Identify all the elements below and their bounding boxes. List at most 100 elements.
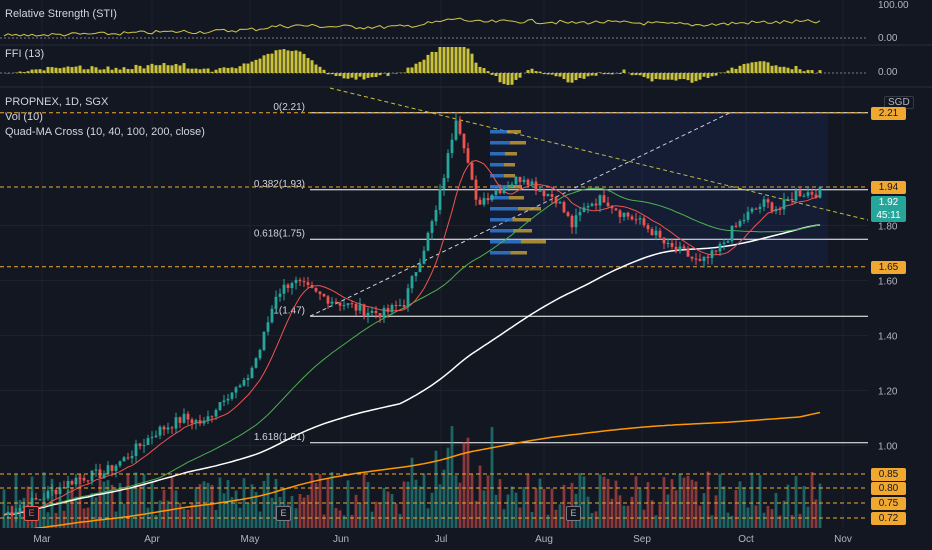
axes: 1.00 1.20 1.40 1.60 1.80 Mar Apr May Jun Jul Aug Se… xyxy=(0,88,932,550)
price-level-tag: 1.65 xyxy=(871,260,906,274)
ffi-bar xyxy=(290,51,294,73)
volume-bar xyxy=(618,495,622,528)
candle-body xyxy=(670,243,674,247)
volume-bar xyxy=(810,471,814,528)
candle-body xyxy=(490,194,494,201)
ffi-bar xyxy=(766,62,770,73)
ffi-bar xyxy=(714,73,718,76)
candle-body xyxy=(174,417,178,429)
ffi-bar xyxy=(118,69,122,73)
volume-bar xyxy=(578,473,582,528)
volume-bar xyxy=(546,514,550,528)
ffi-bar xyxy=(282,49,286,73)
volume-bar xyxy=(374,501,378,528)
volume-bar xyxy=(730,515,734,528)
ffi-bar xyxy=(138,65,142,73)
candle-body xyxy=(398,305,402,307)
ffi-bar xyxy=(682,73,686,80)
candle-body xyxy=(442,178,446,190)
ffi-bar xyxy=(578,73,582,79)
candle-body xyxy=(614,208,618,211)
earnings-marker[interactable]: E xyxy=(24,506,39,521)
ffi-bar xyxy=(350,73,354,78)
candle-body xyxy=(218,402,222,411)
ffi-bar xyxy=(510,73,514,85)
candle-body xyxy=(766,199,770,203)
candle-body xyxy=(582,207,586,213)
candle-body xyxy=(382,308,386,318)
candle-body xyxy=(314,287,318,292)
volume-bar xyxy=(586,496,590,528)
rsi-line xyxy=(3,17,821,37)
candle-body xyxy=(618,210,622,217)
candle-body xyxy=(258,349,262,359)
ffi-bar xyxy=(458,47,462,73)
volume-bar xyxy=(602,476,606,528)
earnings-marker[interactable]: E xyxy=(276,506,291,521)
candle-body xyxy=(46,490,50,499)
candle-body xyxy=(574,215,578,228)
volume-bar xyxy=(258,511,262,528)
volume-bar xyxy=(206,482,210,528)
volume-bar xyxy=(178,502,182,528)
ffi-bar xyxy=(102,69,106,73)
fib-level-label: 1.618(1.01) xyxy=(254,432,305,443)
volume-bar xyxy=(98,479,102,528)
candle-body xyxy=(662,237,666,244)
volume-profile-bar xyxy=(513,229,532,233)
ffi-bar xyxy=(82,69,86,73)
volume-bar xyxy=(222,493,226,528)
candle-body xyxy=(450,139,454,154)
volume-bar xyxy=(350,514,354,528)
candle-body xyxy=(402,305,406,307)
volume-bar xyxy=(762,512,766,528)
earnings-marker[interactable]: E xyxy=(566,506,581,521)
candle-body xyxy=(90,470,94,482)
candle-body xyxy=(374,310,378,314)
ffi-bar xyxy=(114,67,118,73)
volume-bar xyxy=(402,481,406,528)
volume-bar xyxy=(806,506,810,528)
volume-bar xyxy=(614,480,618,528)
candle-body xyxy=(562,202,566,213)
candle-body xyxy=(642,218,646,226)
volume-bar xyxy=(690,479,694,528)
ffi-bar xyxy=(778,66,782,73)
candle-body xyxy=(50,489,54,491)
volume-profile-bar xyxy=(504,152,517,156)
candle-body xyxy=(710,250,714,259)
ffi-bar xyxy=(770,65,774,73)
candle-body xyxy=(370,310,374,313)
volume-bar xyxy=(542,488,546,528)
candle-body xyxy=(610,206,614,209)
volume-bar xyxy=(194,487,198,528)
volume-bar xyxy=(246,502,250,528)
ffi-bar xyxy=(494,73,498,77)
volume-bar xyxy=(670,479,674,528)
time-tick-label: Jul xyxy=(435,534,448,545)
symbol-label: PROPNEX, 1D, SGX xyxy=(5,96,109,108)
ffi-bar xyxy=(586,73,590,77)
candle-body xyxy=(782,199,786,210)
ffi-bar xyxy=(546,73,550,75)
ffi-bar xyxy=(582,73,586,79)
candle-body xyxy=(282,284,286,294)
volume-profile-bar xyxy=(508,196,524,200)
candle-body xyxy=(494,190,498,195)
ffi-bar xyxy=(698,73,702,80)
ffi-bar xyxy=(618,73,622,74)
volume-bar xyxy=(394,503,398,528)
candle-body xyxy=(410,276,414,289)
ma10-line xyxy=(3,159,821,515)
ffi-bar xyxy=(86,69,90,73)
volume-profile-bar xyxy=(520,240,546,244)
volume-bar xyxy=(470,474,474,528)
candle-body xyxy=(498,190,502,194)
volume-bar xyxy=(738,481,742,528)
volume-bar xyxy=(130,487,134,528)
candle-body xyxy=(514,176,518,185)
ffi-pane-label: FFI (13) xyxy=(5,48,45,60)
candle-body xyxy=(786,199,790,201)
time-tick-label: Apr xyxy=(144,534,160,545)
